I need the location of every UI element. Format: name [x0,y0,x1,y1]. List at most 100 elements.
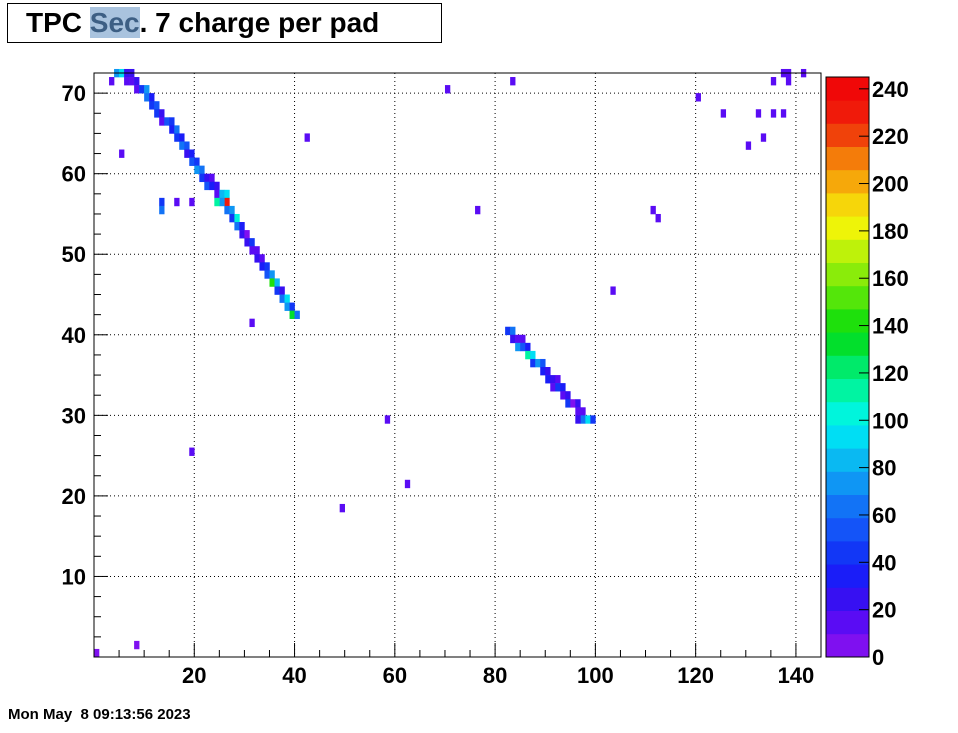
heatmap-cell [384,415,391,424]
color-scale-label: 220 [872,124,909,149]
heatmap-cell [134,85,140,94]
heatmap-cell [249,246,255,255]
heatmap-cell [159,109,165,118]
heatmap-cell [169,117,175,126]
grid-lines [94,73,821,657]
heatmap-cell [214,197,220,207]
heatmap-cell [590,415,596,424]
heatmap-cell [560,391,566,400]
heatmap-cell [304,133,310,142]
color-scale-label: 160 [872,266,909,291]
heatmap-cell [269,278,275,287]
heatmap-cell [194,165,200,174]
color-scale-label: 0 [872,645,884,670]
heatmap-cell [124,77,130,86]
heatmap-cell [515,334,521,344]
heatmap-cell [164,117,170,126]
timestamp: Mon May 8 09:13:56 2023 [8,706,191,723]
color-scale-band [826,355,869,379]
heatmap-cell [189,157,195,166]
heatmap-cell [760,133,767,142]
color-scale-label: 60 [872,503,896,528]
heatmap-cell [259,254,265,263]
heatmap-cell [234,222,240,231]
heatmap-cell [610,286,616,295]
heatmap-cell [119,149,125,158]
color-scale-band [826,262,869,287]
color-scale-band [826,633,869,658]
color-scale-label: 40 [872,550,896,575]
heatmap-cell [194,157,200,166]
color-scale-label: 180 [872,219,909,244]
heatmap-cell [530,350,536,360]
heatmap-cell [650,205,656,215]
heatmap-cell [154,101,160,110]
heatmap-cell [565,391,571,400]
title-suffix: . 7 charge per pad [139,7,380,38]
chart-title: TPC Sec. 7 charge per pad [7,3,442,43]
heatmap-cell [149,93,155,102]
heatmap-cell [510,326,516,336]
heatmap-cell [284,302,290,311]
color-scale-band [826,448,869,472]
heatmap-cell [174,125,180,134]
x-tick-label: 20 [182,663,206,688]
heatmap-cell [159,117,165,126]
heatmap-cell [239,222,245,231]
heatmap-cell [199,165,205,174]
heatmap-cell [545,375,551,384]
heatmap-cell [249,318,255,328]
heatmap-cell [274,286,280,295]
heatmap-cell [525,342,531,352]
heatmap-cell [530,358,536,368]
heatmap-cell [209,181,215,191]
color-scale-band [826,285,869,310]
heatmap-cell [570,399,576,408]
heatmap-cell [550,375,556,384]
color-scale-band [826,146,869,171]
color-scale-label: 140 [872,314,909,339]
heatmap-cell [239,230,245,239]
heatmap-cell [339,503,345,513]
color-scale-band [826,169,869,194]
x-tick-label: 140 [778,663,815,688]
heatmap-cell [695,93,701,102]
heatmap-cell [209,173,215,183]
heatmap-cell [264,262,270,271]
color-scale-label: 200 [872,172,909,197]
heatmap-cell [224,197,230,207]
heatmap-cell [224,205,230,215]
heatmap-cell [174,197,180,207]
heatmap-cell [515,342,521,352]
x-tick-label: 80 [483,663,507,688]
y-tick-label: 20 [62,484,86,509]
heatmap-cell [179,141,185,150]
color-scale: 0 20 40 60 80 100 120 140 160 180 200 220 240 [825,76,909,670]
color-scale-band [826,193,869,217]
heatmap-cell [204,181,210,191]
heatmap-cell [785,77,792,86]
plot-frame [93,72,822,658]
heatmap-cell [189,447,195,456]
axes: 20 40 60 80 100 120 140 10 20 30 40 50 60 70 [62,72,822,688]
heatmap-cell [134,77,140,86]
x-tick-label: 40 [282,663,306,688]
heatmap-cell [274,278,280,287]
heatmap-cell [244,230,250,239]
heatmap-cell [580,407,586,416]
heatmap-cell [254,246,260,255]
heatmap-cell [154,109,160,118]
heatmap-cell [244,238,250,247]
heatmap-cell [169,125,175,134]
heatmap-cell [184,149,190,158]
y-tick-label: 10 [62,564,86,589]
title-prefix: TPC [26,7,90,38]
heatmap-cell [279,294,285,303]
heatmap-cell [575,415,581,424]
color-scale-band [826,564,869,588]
color-scale-band [826,401,869,426]
heatmap-cell [294,310,300,319]
color-scale-band [826,541,869,565]
heatmap-cell [159,197,165,207]
